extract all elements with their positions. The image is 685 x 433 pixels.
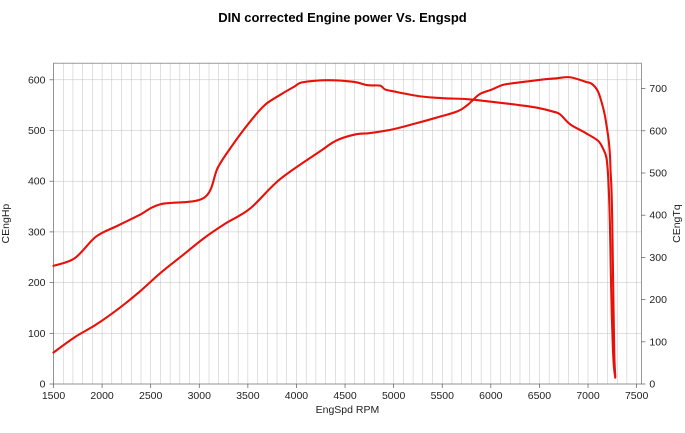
svg-text:200: 200: [649, 294, 667, 306]
svg-text:CEngTq: CEngTq: [671, 204, 683, 243]
svg-text:600: 600: [28, 74, 46, 86]
svg-text:100: 100: [28, 328, 46, 340]
svg-text:5500: 5500: [431, 390, 455, 402]
svg-text:EngSpd RPM: EngSpd RPM: [316, 404, 380, 416]
svg-text:7500: 7500: [625, 390, 649, 402]
svg-text:4000: 4000: [285, 390, 309, 402]
svg-text:0: 0: [40, 379, 46, 391]
svg-text:1500: 1500: [42, 390, 66, 402]
svg-text:7000: 7000: [576, 390, 600, 402]
svg-text:500: 500: [649, 168, 667, 180]
svg-text:700: 700: [649, 83, 667, 95]
svg-text:CEngHp: CEngHp: [0, 204, 12, 244]
svg-text:400: 400: [649, 210, 667, 222]
svg-text:5000: 5000: [382, 390, 406, 402]
svg-text:3500: 3500: [236, 390, 260, 402]
svg-text:2000: 2000: [90, 390, 114, 402]
svg-text:300: 300: [649, 252, 667, 264]
svg-text:300: 300: [28, 226, 46, 238]
svg-text:6000: 6000: [479, 390, 503, 402]
svg-text:400: 400: [28, 176, 46, 188]
svg-text:6500: 6500: [528, 390, 552, 402]
svg-text:4500: 4500: [333, 390, 357, 402]
svg-text:3000: 3000: [188, 390, 212, 402]
svg-text:0: 0: [649, 379, 655, 391]
svg-text:600: 600: [649, 125, 667, 137]
svg-text:200: 200: [28, 277, 46, 289]
svg-text:500: 500: [28, 125, 46, 137]
svg-text:2500: 2500: [139, 390, 163, 402]
svg-text:100: 100: [649, 336, 667, 348]
